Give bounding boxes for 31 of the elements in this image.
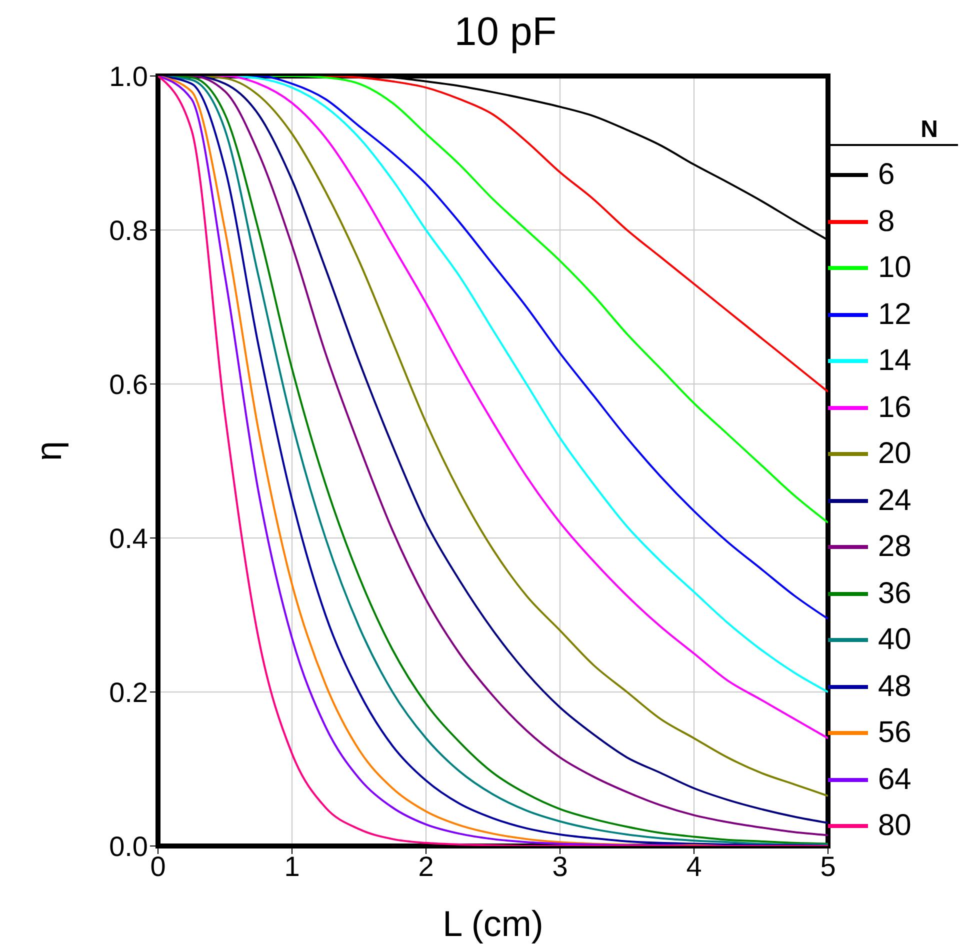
y-tick-label: 0.4 [109,522,148,554]
legend-label: 64 [878,762,912,797]
x-tick-label: 1 [284,850,300,882]
y-tick-label: 0.0 [109,830,148,862]
x-tick-label: 5 [820,850,836,882]
legend-label: 40 [878,623,912,658]
y-tick-label: 1.0 [109,60,148,92]
x-tick-label: 4 [686,850,702,882]
legend-label: 12 [878,298,912,332]
legend-label: 16 [878,390,912,425]
x-tick-label: 0 [150,850,166,882]
legend-label: 24 [878,484,912,518]
legend-label: 14 [878,344,912,378]
legend-label: 56 [878,716,912,750]
legend-title: N [828,116,958,146]
y-tick-label: 0.6 [109,368,148,400]
legend-label: 80 [878,809,912,844]
legend-label: 10 [878,251,912,286]
y-tick-label: 0.8 [109,214,148,246]
x-tick-label: 3 [552,850,568,882]
legend-label: 8 [878,204,895,239]
y-axis-title: η [28,440,69,461]
legend-label: 20 [878,437,912,472]
x-tick-label: 2 [418,850,434,882]
legend-label: 6 [878,158,895,192]
legend-label: 28 [878,530,912,564]
legend-label: 48 [878,670,912,704]
chart-title: 10 pF [453,9,558,56]
legend-label: 36 [878,576,912,611]
x-axis-title: L (cm) [442,903,544,944]
y-tick-label: 0.2 [109,676,148,708]
